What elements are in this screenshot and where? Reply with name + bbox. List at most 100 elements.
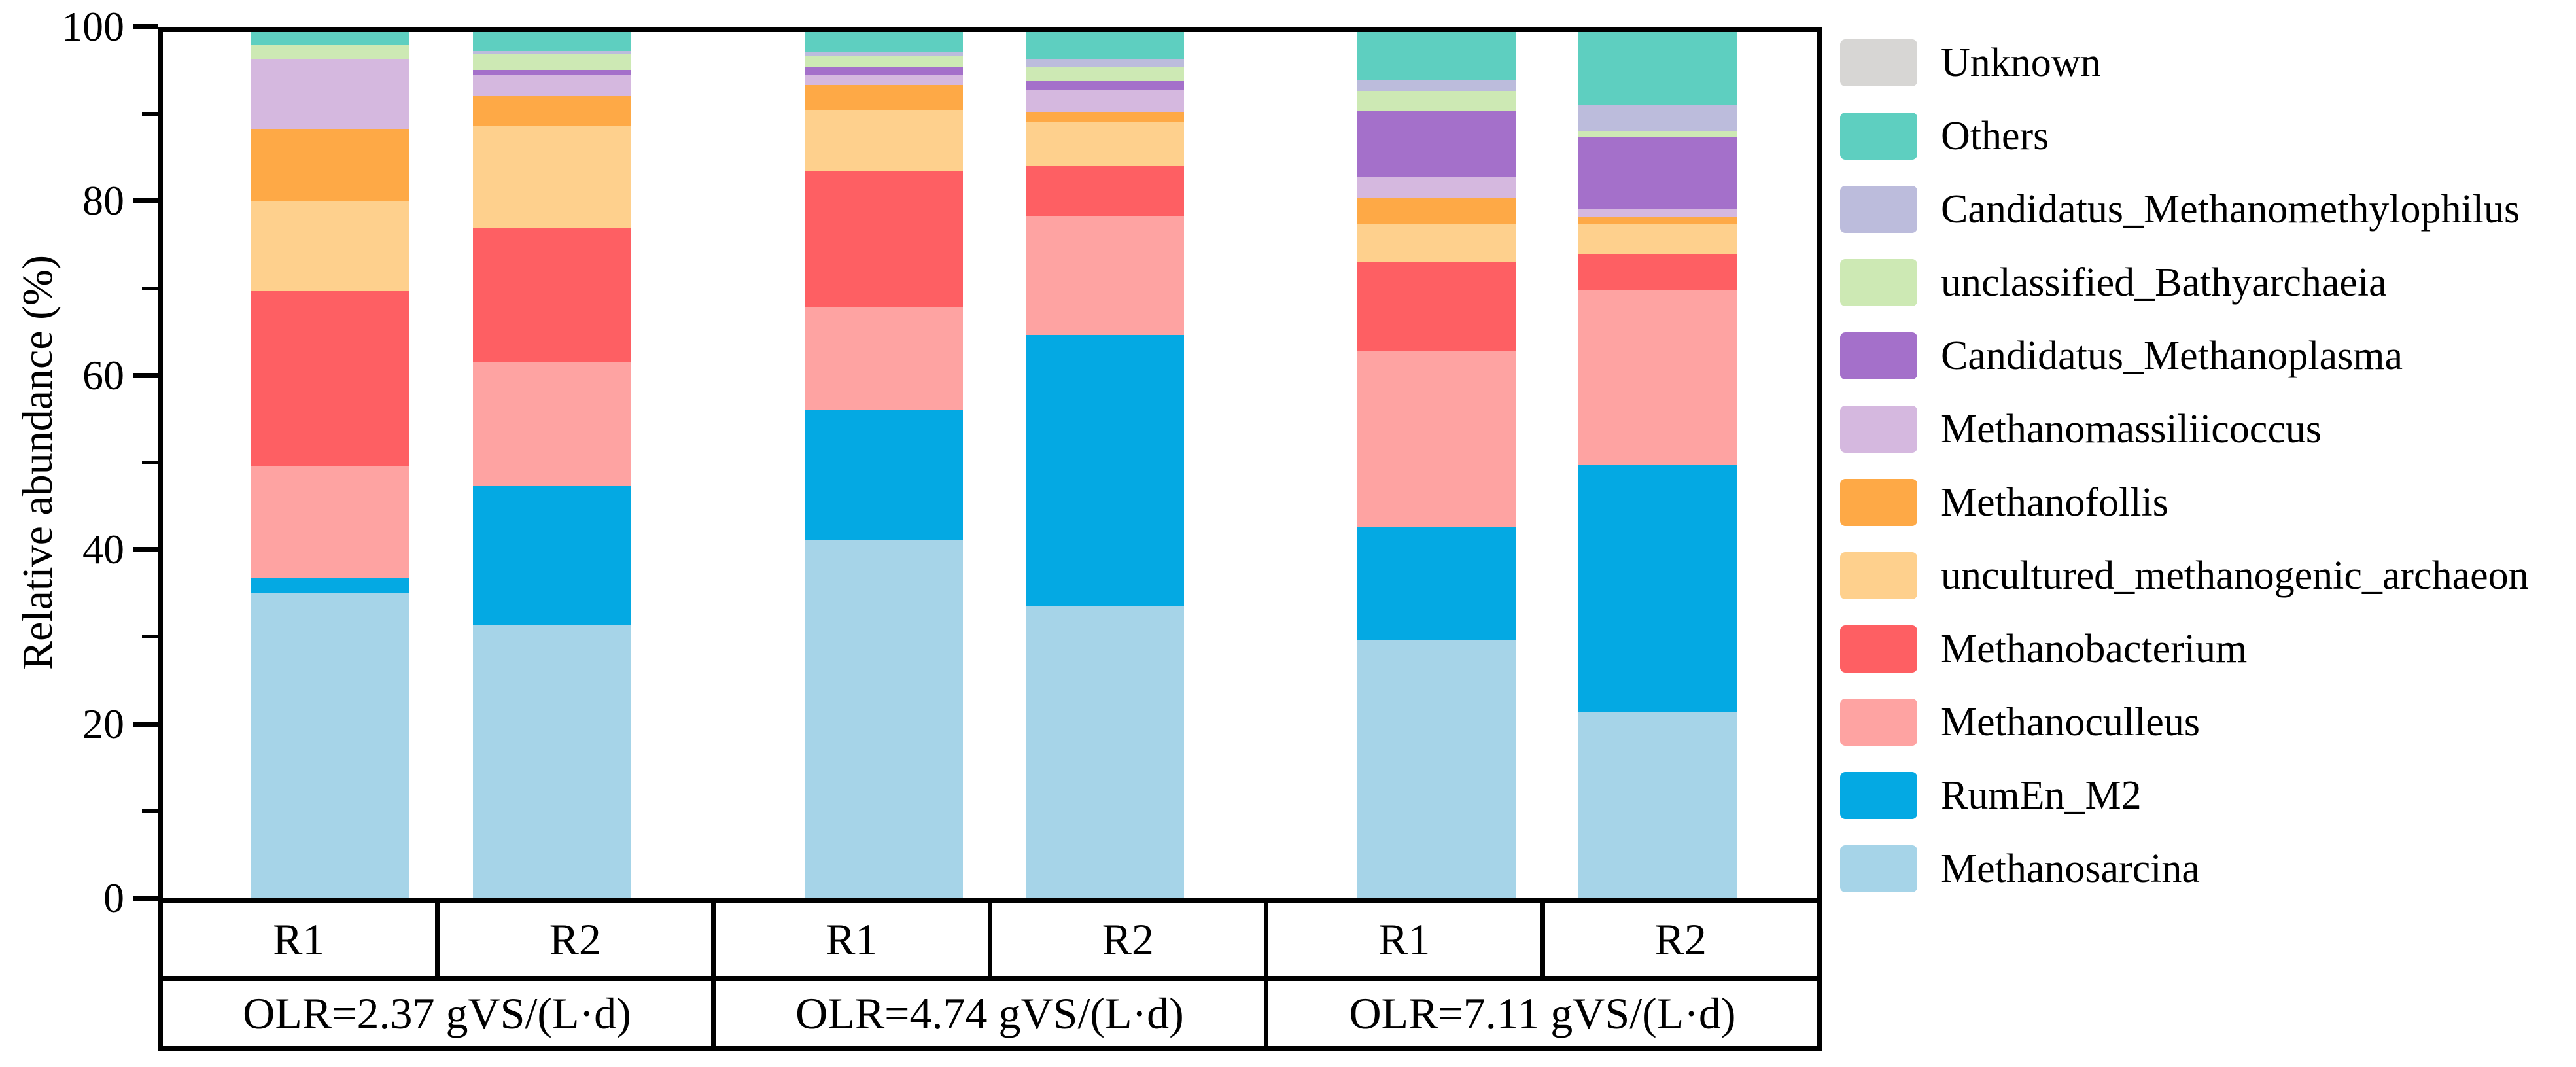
y-minor-tick bbox=[142, 635, 158, 639]
legend-item-Others: Others bbox=[1840, 113, 2529, 160]
legend-swatch bbox=[1840, 113, 1917, 160]
legend-item-uncultured_methanogenic_archaeon: uncultured_methanogenic_archaeon bbox=[1840, 552, 2529, 599]
bar-1 bbox=[251, 32, 409, 898]
x-axis-table: R1 R2 R1 R2 R1 R2 OLR=2.37 gVS/(L·d) OLR=4.74 … bbox=[158, 898, 1822, 1051]
legend-swatch bbox=[1840, 332, 1917, 379]
bar-segment-RumEn_M2 bbox=[805, 410, 963, 541]
legend-swatch bbox=[1840, 186, 1917, 233]
bar-segment-Methanomassiliicoccus bbox=[1578, 209, 1737, 217]
bar-segment-unclassified_Bathyarchaeia bbox=[251, 44, 409, 60]
bar-segment-RumEn_M2 bbox=[1357, 527, 1516, 640]
y-tick-label: 0 bbox=[103, 875, 124, 921]
bar-segment-Methanoculleus bbox=[1357, 351, 1516, 527]
bar-segment-RumEn_M2 bbox=[473, 485, 631, 625]
legend-label: Others bbox=[1941, 113, 2049, 158]
bar-segment-Methanofollis bbox=[251, 129, 409, 201]
bar-segment-uncultured_methanogenic_archaeon bbox=[805, 110, 963, 172]
legend-label: uncultured_methanogenic_archaeon bbox=[1941, 553, 2529, 598]
olr-label-row: OLR=2.37 gVS/(L·d) OLR=4.74 gVS/(L·d) OLR=… bbox=[163, 981, 1817, 1046]
bar-segment-Others bbox=[1026, 32, 1184, 60]
legend-swatch bbox=[1840, 259, 1917, 306]
y-tick-label: 100 bbox=[61, 3, 124, 50]
y-tick-label: 60 bbox=[82, 351, 124, 398]
bar-segment-Candidatus_Methanoplasma bbox=[473, 70, 631, 75]
legend-label: unclassified_Bathyarchaeia bbox=[1941, 260, 2387, 305]
olr-group-label-cell: OLR=7.11 gVS/(L·d) bbox=[1349, 988, 1736, 1038]
bar-5 bbox=[1357, 32, 1516, 898]
bar-segment-Methanofollis bbox=[805, 84, 963, 111]
reactor-label-cell: R1 bbox=[1268, 903, 1545, 976]
bar-segment-uncultured_methanogenic_archaeon bbox=[251, 201, 409, 291]
reactor-label-cell: R2 bbox=[992, 903, 1268, 976]
reactor-label-cell: R1 bbox=[716, 903, 992, 976]
y-minor-tick bbox=[142, 461, 158, 464]
bar-segment-Candidatus_Methanomethylophilus bbox=[1357, 80, 1516, 92]
bar-segment-Methanobacterium bbox=[251, 290, 409, 466]
y-minor-tick bbox=[142, 809, 158, 813]
bar-2 bbox=[473, 32, 631, 898]
bar-segment-unclassified_Bathyarchaeia bbox=[1357, 91, 1516, 111]
y-tick-label: 20 bbox=[82, 700, 124, 747]
reactor-label-row: R1 R2 R1 R2 R1 R2 bbox=[163, 903, 1817, 981]
y-major-tick bbox=[133, 721, 158, 727]
bar-3 bbox=[805, 32, 963, 898]
y-tick-label: 40 bbox=[82, 526, 124, 573]
legend-label: Candidatus_Methanomethylophilus bbox=[1941, 186, 2520, 232]
bar-segment-Candidatus_Methanoplasma bbox=[805, 66, 963, 76]
bar-segment-Methanoculleus bbox=[1026, 215, 1184, 336]
y-major-tick bbox=[133, 547, 158, 553]
bar-segment-Methanomassiliicoccus bbox=[1026, 90, 1184, 112]
legend-label: Methanofollis bbox=[1941, 480, 2168, 525]
bar-6 bbox=[1578, 32, 1737, 898]
olr-group-label-cell: OLR=4.74 gVS/(L·d) bbox=[716, 981, 1268, 1046]
bar-segment-uncultured_methanogenic_archaeon bbox=[473, 126, 631, 228]
y-minor-tick bbox=[142, 286, 158, 290]
legend-item-unclassified_Bathyarchaeia: unclassified_Bathyarchaeia bbox=[1840, 259, 2529, 306]
bar-segment-Methanomassiliicoccus bbox=[251, 59, 409, 130]
bar-segment-uncultured_methanogenic_archaeon bbox=[1026, 122, 1184, 167]
legend-label: Methanomassiliicoccus bbox=[1941, 406, 2322, 451]
bar-segment-unclassified_Bathyarchaeia bbox=[473, 54, 631, 71]
bar-segment-RumEn_M2 bbox=[1026, 335, 1184, 606]
legend-item-Methanosarcina: Methanosarcina bbox=[1840, 845, 2529, 892]
bar-segment-uncultured_methanogenic_archaeon bbox=[1357, 223, 1516, 263]
legend-label: Methanosarcina bbox=[1941, 846, 2200, 891]
bar-segment-Others bbox=[805, 32, 963, 52]
y-major-tick bbox=[133, 372, 158, 378]
bar-segment-Methanomassiliicoccus bbox=[805, 75, 963, 85]
y-major-tick bbox=[133, 198, 158, 204]
bar-segment-Candidatus_Methanomethylophilus bbox=[1578, 105, 1737, 131]
bar-segment-Candidatus_Methanomethylophilus bbox=[473, 51, 631, 55]
bar-segment-Methanoculleus bbox=[1578, 290, 1737, 465]
bar-segment-uncultured_methanogenic_archaeon bbox=[1578, 223, 1737, 255]
bar-segment-Methanobacterium bbox=[473, 228, 631, 362]
bar-segment-Methanosarcina bbox=[1578, 712, 1737, 898]
y-minor-tick bbox=[142, 112, 158, 116]
legend-item-Methanobacterium: Methanobacterium bbox=[1840, 625, 2529, 673]
bar-segment-Methanofollis bbox=[1578, 217, 1737, 224]
legend-item-Candidatus_Methanoplasma: Candidatus_Methanoplasma bbox=[1840, 332, 2529, 379]
y-major-tick bbox=[133, 24, 158, 29]
legend-item-Unknown: Unknown bbox=[1840, 39, 2529, 86]
bar-segment-Others bbox=[1578, 32, 1737, 105]
bar-segment-Methanosarcina bbox=[251, 592, 409, 898]
y-tick-label: 80 bbox=[82, 177, 124, 224]
bar-segment-Methanobacterium bbox=[1357, 262, 1516, 351]
bar-segment-Methanobacterium bbox=[1026, 166, 1184, 216]
bar-segment-Methanomassiliicoccus bbox=[473, 74, 631, 96]
legend-item-RumEn_M2: RumEn_M2 bbox=[1840, 772, 2529, 819]
legend-swatch bbox=[1840, 406, 1917, 453]
bar-segment-Methanoculleus bbox=[251, 466, 409, 579]
y-axis-title: Relative abundance (%) bbox=[14, 254, 61, 671]
plot-area bbox=[158, 27, 1822, 898]
legend-swatch bbox=[1840, 845, 1917, 892]
legend-item-Candidatus_Methanomethylophilus: Candidatus_Methanomethylophilus bbox=[1840, 186, 2529, 233]
legend-swatch bbox=[1840, 699, 1917, 746]
bar-segment-Candidatus_Methanomethylophilus bbox=[805, 52, 963, 57]
bar-segment-Others bbox=[473, 32, 631, 52]
bar-segment-Methanosarcina bbox=[1026, 605, 1184, 898]
legend-swatch bbox=[1840, 552, 1917, 599]
legend-swatch bbox=[1840, 479, 1917, 526]
bar-segment-unclassified_Bathyarchaeia bbox=[1578, 130, 1737, 137]
